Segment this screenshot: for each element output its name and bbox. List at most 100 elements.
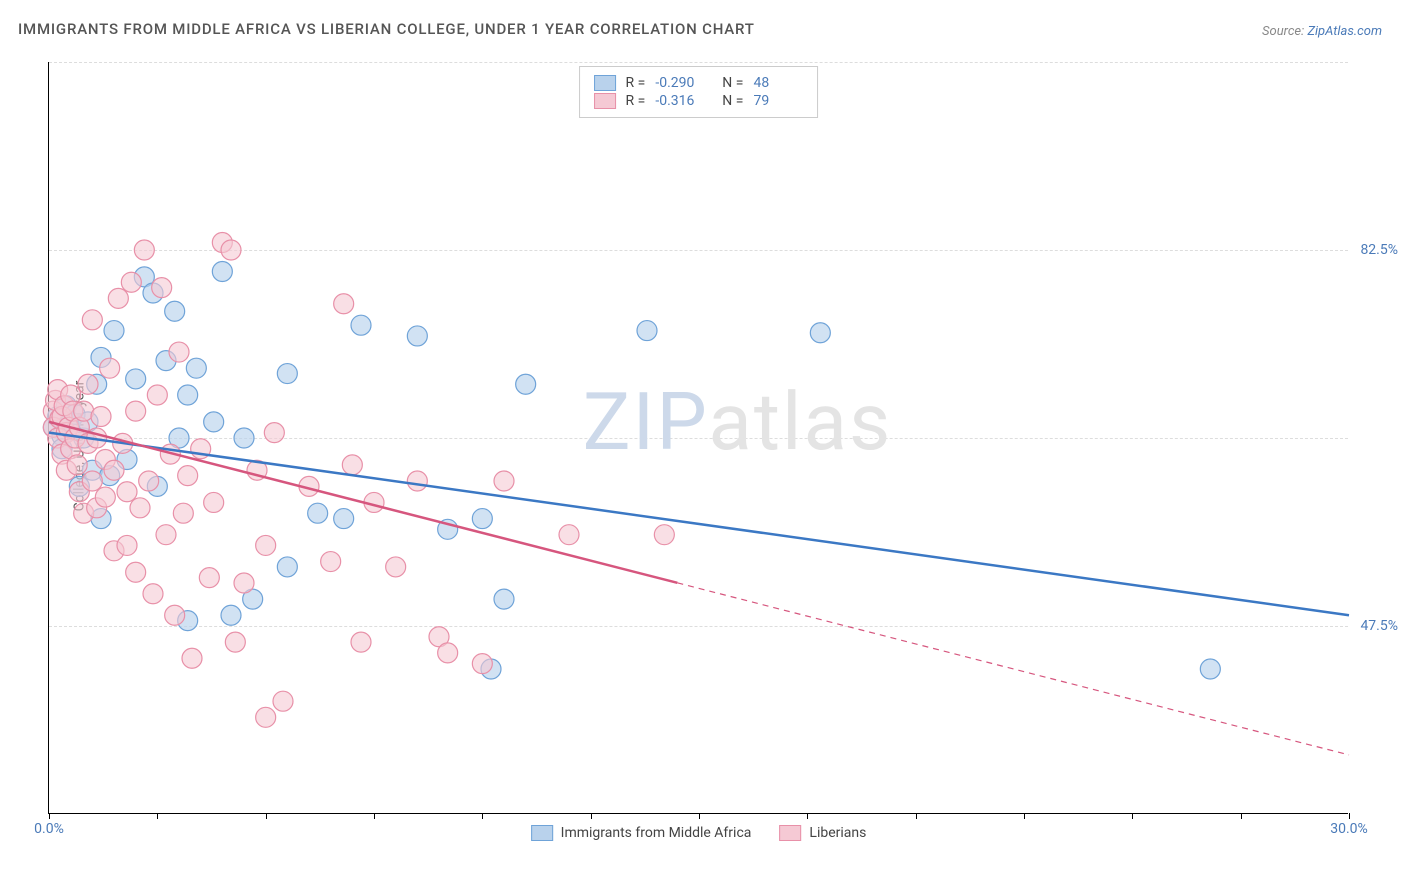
x-tick bbox=[157, 813, 158, 819]
legend-swatch bbox=[779, 825, 801, 841]
scatter-point bbox=[91, 407, 111, 427]
scatter-point bbox=[143, 584, 163, 604]
legend-correlation-row: R = -0.290 N = 48 bbox=[594, 75, 804, 91]
scatter-point bbox=[221, 605, 241, 625]
x-tick bbox=[49, 813, 50, 819]
scatter-point bbox=[654, 525, 674, 545]
scatter-point bbox=[407, 471, 427, 491]
x-tick bbox=[1132, 813, 1133, 819]
x-tick bbox=[916, 813, 917, 819]
x-tick bbox=[374, 813, 375, 819]
scatter-point bbox=[277, 557, 297, 577]
scatter-point bbox=[438, 643, 458, 663]
scatter-point bbox=[264, 423, 284, 443]
scatter-point bbox=[342, 455, 362, 475]
scatter-point bbox=[82, 310, 102, 330]
x-tick bbox=[1024, 813, 1025, 819]
x-tick bbox=[1241, 813, 1242, 819]
scatter-point bbox=[126, 562, 146, 582]
legend-series-item: Immigrants from Middle Africa bbox=[531, 825, 752, 841]
legend-series-label: Immigrants from Middle Africa bbox=[561, 825, 752, 841]
scatter-point bbox=[95, 487, 115, 507]
legend-r-label: R = bbox=[626, 93, 646, 109]
scatter-point bbox=[126, 369, 146, 389]
scatter-point bbox=[321, 552, 341, 572]
source-link[interactable]: ZipAtlas.com bbox=[1307, 24, 1382, 39]
scatter-point bbox=[82, 471, 102, 491]
chart-container: IMMIGRANTS FROM MIDDLE AFRICA VS LIBERIA… bbox=[0, 0, 1406, 892]
scatter-point bbox=[134, 240, 154, 260]
scatter-point bbox=[199, 568, 219, 588]
scatter-point bbox=[386, 557, 406, 577]
scatter-point bbox=[182, 648, 202, 668]
legend-series-label: Liberians bbox=[809, 825, 866, 841]
legend-r-value: -0.290 bbox=[655, 75, 705, 91]
scatter-point bbox=[78, 374, 98, 394]
legend-correlation: R = -0.290 N = 48R = -0.316 N = 79 bbox=[579, 66, 819, 118]
scatter-point bbox=[407, 326, 427, 346]
legend-swatch bbox=[594, 75, 616, 91]
scatter-point bbox=[204, 412, 224, 432]
plot-area: ZIPatlas R = -0.290 N = 48R = -0.316 N =… bbox=[48, 62, 1348, 814]
scatter-point bbox=[234, 573, 254, 593]
scatter-point bbox=[130, 498, 150, 518]
legend-r-value: -0.316 bbox=[655, 93, 705, 109]
scatter-point bbox=[351, 632, 371, 652]
scatter-point bbox=[178, 385, 198, 405]
legend-n-value: 79 bbox=[753, 93, 803, 109]
scatter-point bbox=[126, 401, 146, 421]
scatter-point bbox=[277, 364, 297, 384]
legend-n-label: N = bbox=[715, 93, 743, 109]
scatter-point bbox=[204, 492, 224, 512]
scatter-point bbox=[147, 385, 167, 405]
scatter-plot-svg bbox=[49, 62, 1348, 813]
scatter-point bbox=[234, 428, 254, 448]
source-prefix: Source: bbox=[1262, 24, 1307, 39]
scatter-point bbox=[273, 691, 293, 711]
x-tick bbox=[1349, 813, 1350, 819]
scatter-point bbox=[178, 466, 198, 486]
scatter-point bbox=[559, 525, 579, 545]
x-tick bbox=[266, 813, 267, 819]
x-tick bbox=[807, 813, 808, 819]
legend-swatch bbox=[531, 825, 553, 841]
scatter-point bbox=[256, 535, 276, 555]
scatter-point bbox=[221, 240, 241, 260]
trend-line-extrapolated bbox=[677, 583, 1349, 755]
source-attribution: Source: ZipAtlas.com bbox=[1262, 24, 1382, 39]
scatter-point bbox=[104, 321, 124, 341]
scatter-point bbox=[165, 605, 185, 625]
legend-n-value: 48 bbox=[753, 75, 803, 91]
scatter-point bbox=[173, 503, 193, 523]
x-tick-label: 0.0% bbox=[34, 821, 64, 837]
scatter-point bbox=[117, 535, 137, 555]
legend-r-label: R = bbox=[626, 75, 646, 91]
scatter-point bbox=[810, 323, 830, 343]
scatter-point bbox=[351, 315, 371, 335]
scatter-point bbox=[117, 482, 137, 502]
scatter-point bbox=[472, 654, 492, 674]
scatter-point bbox=[1200, 659, 1220, 679]
legend-series: Immigrants from Middle Africa Liberians bbox=[531, 825, 867, 841]
chart-title: IMMIGRANTS FROM MIDDLE AFRICA VS LIBERIA… bbox=[18, 20, 755, 38]
x-tick bbox=[699, 813, 700, 819]
scatter-point bbox=[67, 455, 87, 475]
scatter-point bbox=[225, 632, 245, 652]
scatter-point bbox=[104, 460, 124, 480]
scatter-point bbox=[100, 358, 120, 378]
legend-swatch bbox=[594, 93, 616, 109]
scatter-point bbox=[334, 294, 354, 314]
x-tick-label: 30.0% bbox=[1330, 821, 1368, 837]
scatter-point bbox=[637, 321, 657, 341]
legend-n-label: N = bbox=[715, 75, 743, 91]
scatter-point bbox=[108, 288, 128, 308]
scatter-point bbox=[139, 471, 159, 491]
scatter-point bbox=[256, 707, 276, 727]
scatter-point bbox=[472, 509, 492, 529]
scatter-point bbox=[212, 261, 232, 281]
scatter-point bbox=[516, 374, 536, 394]
scatter-point bbox=[156, 525, 176, 545]
scatter-point bbox=[121, 272, 141, 292]
x-tick bbox=[482, 813, 483, 819]
scatter-point bbox=[152, 278, 172, 298]
